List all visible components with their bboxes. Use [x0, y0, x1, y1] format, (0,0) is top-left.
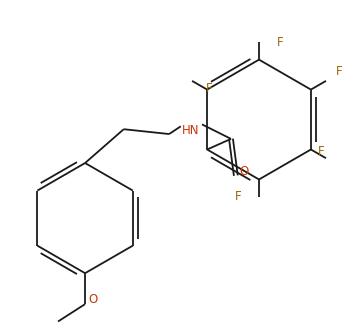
- Text: F: F: [235, 190, 242, 203]
- Text: O: O: [240, 165, 249, 177]
- Text: F: F: [277, 36, 283, 49]
- Text: F: F: [336, 65, 342, 78]
- Text: HN: HN: [182, 124, 199, 137]
- Text: O: O: [88, 293, 97, 306]
- Text: F: F: [206, 82, 212, 95]
- Text: F: F: [318, 145, 324, 158]
